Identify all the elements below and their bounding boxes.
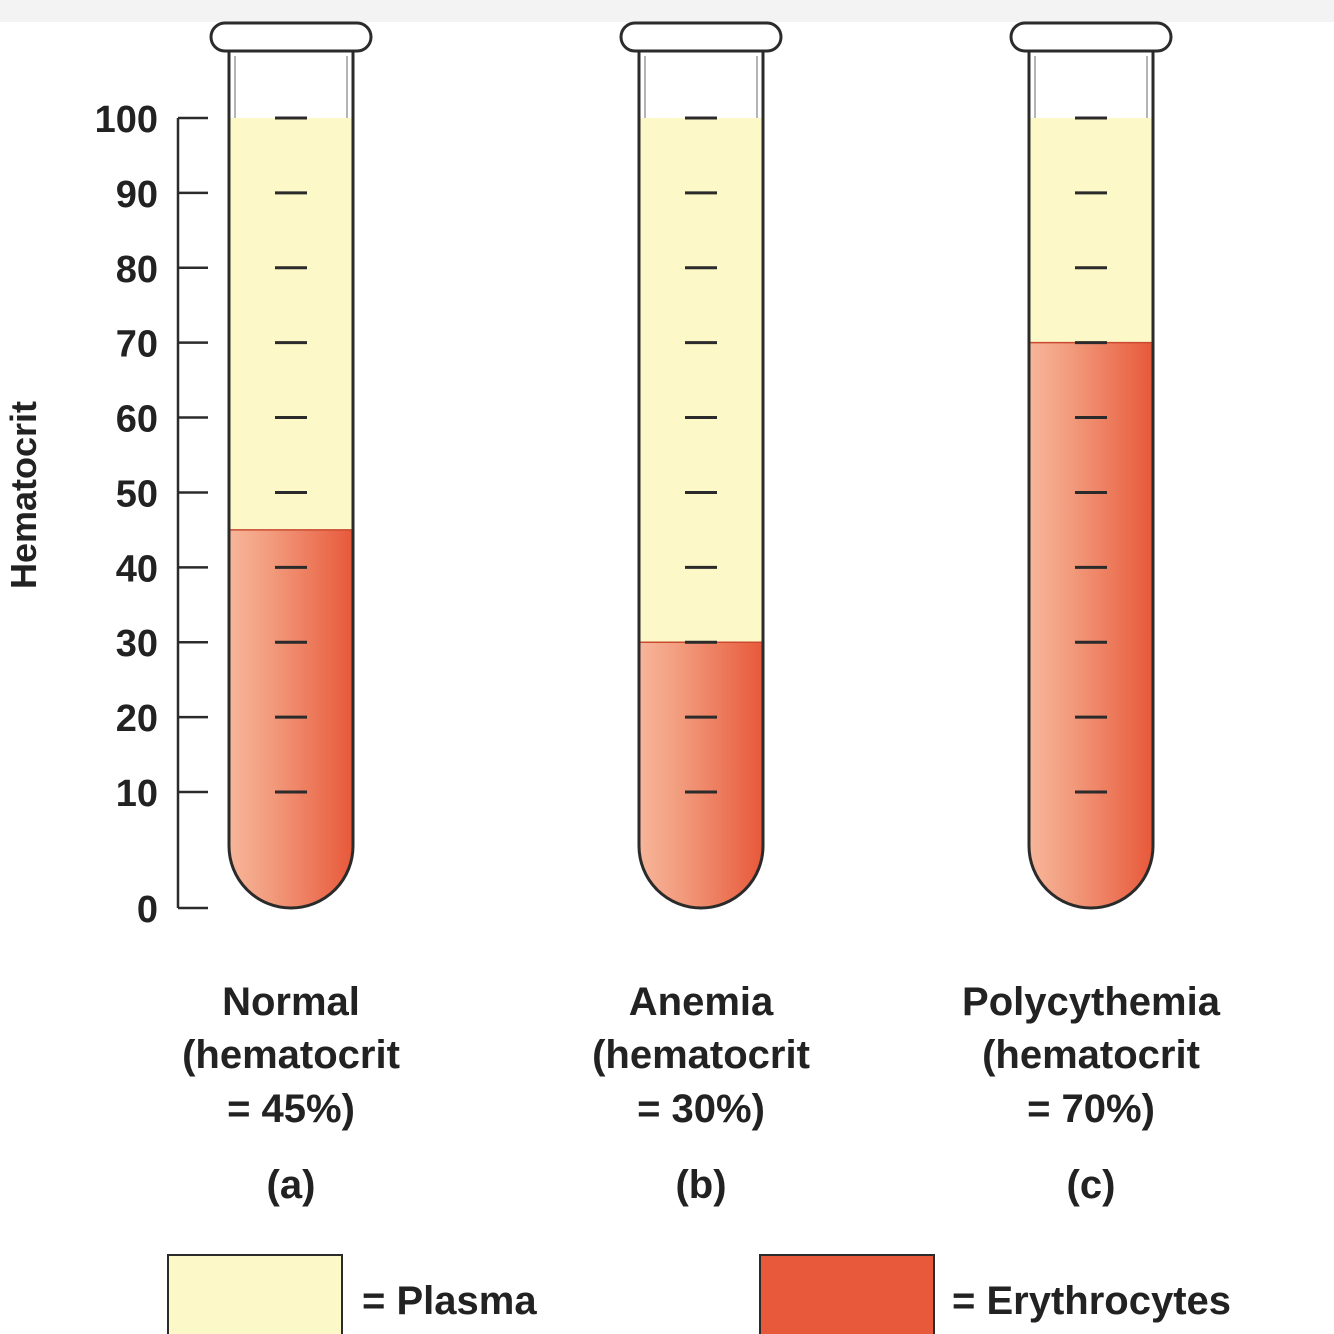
- tube-outline: [227, 48, 355, 910]
- erythrocyte-layer: [1029, 342, 1153, 908]
- tube-caption-line: Polycythemia: [962, 980, 1221, 1024]
- tube-outline: [637, 48, 765, 910]
- tube-letter: (a): [267, 1163, 316, 1207]
- legend-plasma-label: = Plasma: [362, 1279, 537, 1323]
- y-axis-tick-label: 20: [116, 698, 158, 740]
- tube-letter: (c): [1067, 1163, 1116, 1207]
- y-axis-tick-label: 90: [116, 174, 158, 216]
- tube-caption-line: = 70%): [1027, 1087, 1155, 1131]
- tube-caption-line: = 45%): [227, 1087, 355, 1131]
- plasma-layer: [1029, 118, 1153, 343]
- y-axis: 0 10 20 30 40 50 60 70 80 90 100: [95, 99, 208, 931]
- y-axis-tick-label: 50: [116, 473, 158, 515]
- plasma-layer: [639, 118, 763, 643]
- plasma-layer: [229, 118, 353, 530]
- y-axis-tick-label: 100: [95, 99, 158, 141]
- tube-c: Polycythemia (hematocrit = 70%) (c): [962, 21, 1221, 1207]
- y-axis-tick-label: 70: [116, 324, 158, 366]
- y-axis-tick-label: 80: [116, 249, 158, 291]
- y-axis-tick-label: 30: [116, 623, 158, 665]
- tube-outline: [1027, 48, 1155, 910]
- y-axis-tick-label: 0: [137, 889, 158, 931]
- tube-rim: [209, 21, 373, 53]
- legend: = Plasma = Erythrocytes: [167, 1254, 1231, 1334]
- tube-caption-line: (hematocrit: [182, 1033, 400, 1077]
- legend-erythrocytes-swatch: [759, 1254, 935, 1334]
- tube-letter: (b): [675, 1163, 726, 1207]
- tube-rim: [619, 21, 783, 53]
- test-tubes: Normal (hematocrit = 45%) (a) Anemia (hematoc…: [182, 21, 1221, 1207]
- erythrocyte-layer: [229, 529, 353, 908]
- y-axis-label: Hematocrit: [3, 401, 44, 589]
- legend-plasma-swatch: [167, 1254, 343, 1334]
- y-axis-tick-label: 60: [116, 399, 158, 441]
- y-axis-tick-label: 10: [116, 773, 158, 815]
- tube-caption-line: (hematocrit: [592, 1033, 810, 1077]
- top-margin-strip: [0, 0, 1334, 22]
- tube-caption-line: Anemia: [629, 980, 774, 1024]
- erythrocyte-layer: [639, 642, 763, 908]
- tube-a: Normal (hematocrit = 45%) (a): [182, 21, 400, 1207]
- tube-caption-line: Normal: [222, 980, 360, 1024]
- y-axis-tick-label: 40: [116, 548, 158, 590]
- tube-caption-line: = 30%): [637, 1087, 765, 1131]
- tube-caption-line: (hematocrit: [982, 1033, 1200, 1077]
- legend-erythrocytes-label: = Erythrocytes: [952, 1279, 1231, 1323]
- tube-rim: [1009, 21, 1173, 53]
- tube-b: Anemia (hematocrit = 30%) (b): [592, 21, 810, 1207]
